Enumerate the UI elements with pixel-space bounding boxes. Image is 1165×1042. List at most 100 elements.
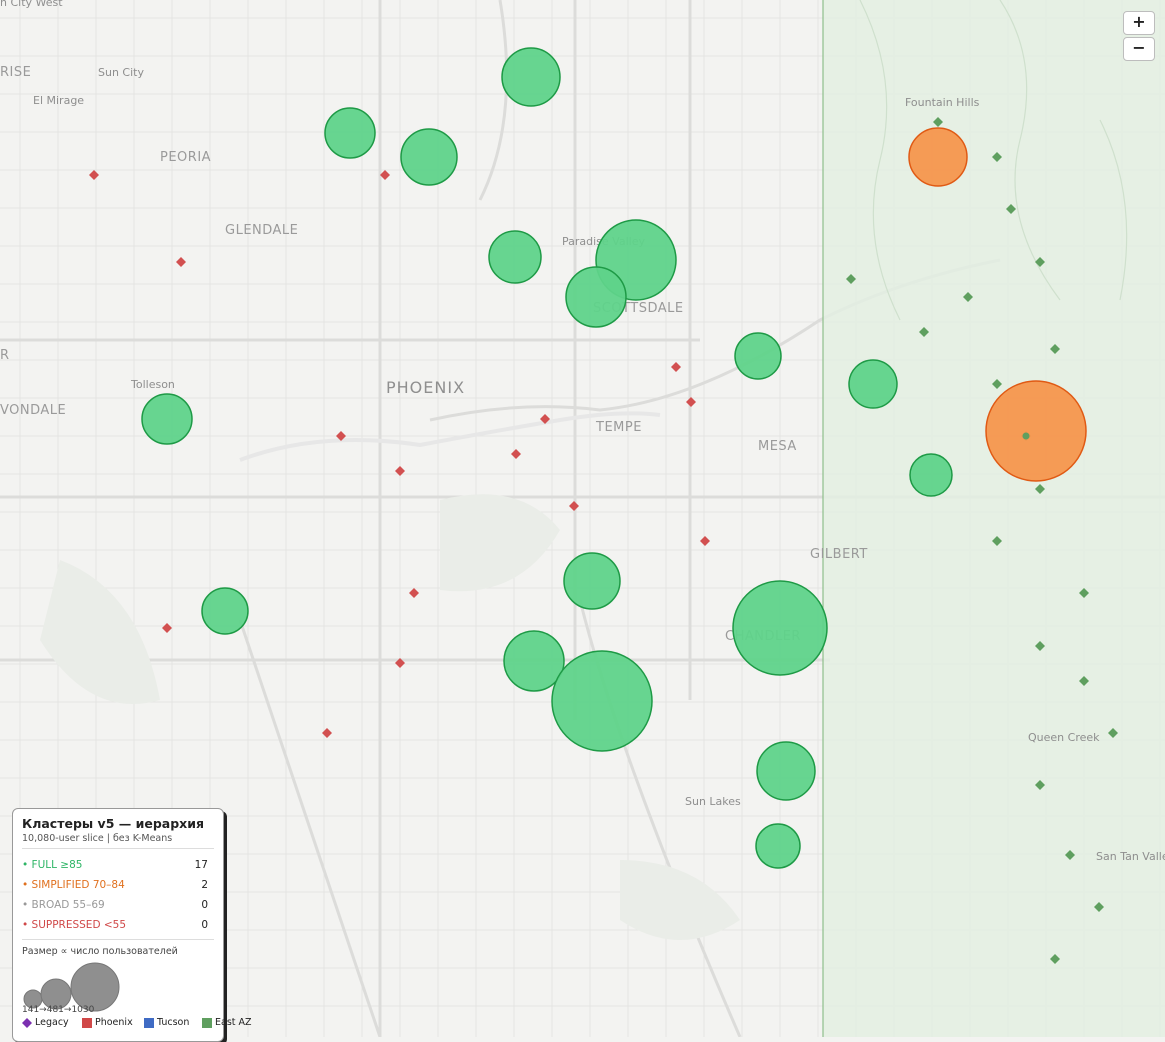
phoenix-marker[interactable] (162, 623, 172, 633)
legend-key-east-label: East AZ (215, 1017, 252, 1028)
phoenix-marker[interactable] (395, 658, 405, 668)
east-az-marker[interactable] (1065, 850, 1075, 860)
east-az-marker[interactable] (1108, 728, 1118, 738)
cluster-full[interactable] (755, 823, 801, 869)
east-az-marker[interactable] (919, 327, 929, 337)
place-label: El Mirage (33, 94, 84, 107)
cluster-full[interactable] (756, 741, 816, 801)
phoenix-marker[interactable] (89, 170, 99, 180)
phoenix-swatch-icon (82, 1017, 92, 1028)
east-az-marker[interactable] (1050, 344, 1060, 354)
cluster-simplified[interactable] (985, 380, 1087, 482)
legacy-diamond-icon (22, 1017, 32, 1028)
place-label: RISE (0, 65, 31, 80)
cluster-full[interactable] (324, 107, 376, 159)
phoenix-marker[interactable] (409, 588, 419, 598)
place-label: n City West (0, 0, 63, 9)
east-az-region (823, 0, 1165, 1037)
phoenix-markers (89, 170, 710, 738)
east-az-marker[interactable] (1079, 588, 1089, 598)
phoenix-marker[interactable] (700, 536, 710, 546)
east-az-marker[interactable] (1035, 780, 1045, 790)
phoenix-marker[interactable] (671, 362, 681, 372)
cluster-full[interactable] (565, 266, 627, 328)
east-az-marker[interactable] (1035, 641, 1045, 651)
legend-row-count: 0 (201, 919, 208, 931)
legend-row-label: • SIMPLIFIED 70–84 (22, 879, 125, 891)
cluster-full[interactable] (141, 393, 193, 445)
east-az-marker[interactable] (1035, 257, 1045, 267)
legend-row: • FULL ≥85 17 (22, 855, 214, 875)
cluster-center-marker (1022, 432, 1030, 440)
phoenix-marker[interactable] (380, 170, 390, 180)
east-az-marker[interactable] (992, 379, 1002, 389)
phoenix-marker[interactable] (569, 501, 579, 511)
place-label: MESA (758, 439, 797, 454)
legend-key-phoenix-label: Phoenix (95, 1017, 133, 1028)
place-label: TEMPE (595, 420, 642, 435)
east-az-marker[interactable] (933, 117, 943, 127)
legend-row: • BROAD 55–69 0 (22, 895, 214, 915)
phoenix-marker[interactable] (540, 414, 550, 424)
cluster-full[interactable] (501, 47, 561, 107)
phoenix-marker[interactable] (336, 431, 346, 441)
cluster-full[interactable] (732, 580, 828, 676)
place-label: GLENDALE (225, 223, 298, 238)
legend-row-label: • BROAD 55–69 (22, 899, 105, 911)
phoenix-marker[interactable] (176, 257, 186, 267)
cluster-circles (141, 47, 1087, 869)
place-label: Queen Creek (1028, 731, 1100, 744)
phoenix-marker[interactable] (511, 449, 521, 459)
east-terrain (859, 0, 1128, 321)
legend-key-east: East AZ (202, 1017, 252, 1028)
legend-row-count: 2 (201, 879, 208, 891)
cluster-full[interactable] (848, 359, 898, 409)
legend-size-title: Размер ∝ число пользователей (22, 939, 214, 957)
legend-size-circles (23, 962, 120, 1012)
cluster-full[interactable] (551, 650, 653, 752)
zoom-out-button[interactable]: − (1123, 37, 1155, 61)
legend-title: Кластеры v5 — иерархия (22, 816, 205, 831)
legend-key-phoenix: Phoenix (82, 1017, 133, 1028)
cluster-full[interactable] (488, 230, 542, 284)
place-label: GILBERT (810, 547, 868, 562)
east-az-marker[interactable] (1094, 902, 1104, 912)
east-az-marker[interactable] (1079, 676, 1089, 686)
east-az-marker[interactable] (846, 274, 856, 284)
legend-key-legacy-label: Legacy (35, 1017, 69, 1028)
cluster-full[interactable] (909, 453, 953, 497)
legend-subtitle: 10,080-user slice | без K-Means (22, 833, 214, 849)
place-label: VONDALE (0, 403, 66, 418)
cluster-simplified[interactable] (908, 127, 968, 187)
place-label: Tolleson (130, 378, 175, 391)
legend-row-count: 17 (194, 859, 208, 871)
east-az-marker[interactable] (992, 152, 1002, 162)
east-markers (846, 117, 1118, 964)
legend-region-keys: Legacy Phoenix Tucson East AZ (22, 1017, 252, 1033)
cluster-full[interactable] (563, 552, 621, 610)
east-az-marker[interactable] (1035, 484, 1045, 494)
cluster-full[interactable] (734, 332, 782, 380)
cluster-full[interactable] (503, 630, 565, 692)
east-az-marker[interactable] (963, 292, 973, 302)
zoom-in-button[interactable]: + (1123, 11, 1155, 35)
legend-row-label: • SUPPRESSED <55 (22, 919, 127, 931)
parks (40, 494, 740, 940)
size-large-circle (70, 962, 120, 1012)
place-label: Fountain Hills (905, 96, 980, 109)
legend-panel: Кластеры v5 — иерархия 10,080-user slice… (12, 808, 252, 1042)
east-az-marker[interactable] (1006, 204, 1016, 214)
legend-row-count: 0 (201, 899, 208, 911)
place-label: Sun City (98, 66, 144, 79)
legend-key-tucson-label: Tucson (157, 1017, 190, 1028)
place-label: PEORIA (160, 150, 211, 165)
phoenix-marker[interactable] (322, 728, 332, 738)
east-az-marker[interactable] (1050, 954, 1060, 964)
phoenix-marker[interactable] (686, 397, 696, 407)
east-az-marker[interactable] (992, 536, 1002, 546)
cluster-full[interactable] (400, 128, 458, 186)
legend-size-range: 141→481→1030 (22, 1005, 95, 1015)
phoenix-marker[interactable] (395, 466, 405, 476)
cluster-full[interactable] (201, 587, 249, 635)
legend-row-label: • FULL ≥85 (22, 859, 83, 871)
